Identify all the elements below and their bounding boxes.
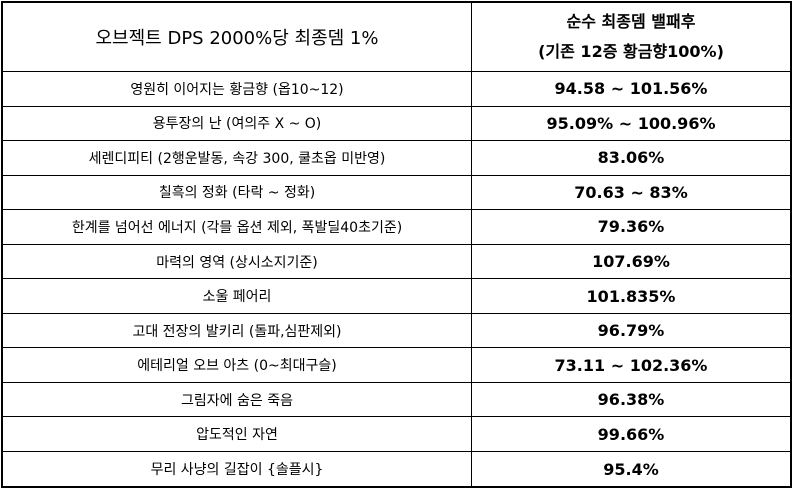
header-line: 순수 최종뎀 밸패후 [566,12,696,31]
table-row: 용투장의 난 (여의주 X ~ O) 95.09% ~ 100.96% [1,105,792,142]
item-value: 101.835% [471,278,792,314]
item-name: 마력의 영역 (상시소지기준) [1,243,472,280]
table-row: 소울 페어리 101.835% [1,278,792,314]
item-value: 70.63 ~ 83% [471,174,792,211]
item-name: 한계를 넘어선 에너지 (각믈 옵션 제외, 폭발딜40초기준) [1,209,472,245]
header-row: 오브젝트 DPS 2000%당 최종뎀 1% 순수 최종뎀 밸패후 (기존 12… [1,1,792,72]
item-name: 칠흑의 정화 (타락 ~ 정화) [1,174,472,211]
table-row: 그림자에 숨은 죽음 96.38% [1,381,792,418]
table-row: 한계를 넘어선 에너지 (각믈 옵션 제외, 폭발딜40초기준) 79.36% [1,209,792,245]
item-name: 에테리얼 오브 아츠 (0~최대구슬) [1,347,472,383]
item-value: 83.06% [471,140,792,176]
item-name: 영원히 이어지는 황금향 (옵10~12) [1,71,472,107]
header-cell: 순수 최종뎀 밸패후 (기존 12증 황금향100%) [471,1,792,72]
table-row: 영원히 이어지는 황금향 (옵10~12) 94.58 ~ 101.56% [1,71,792,107]
table-row: 마력의 영역 (상시소지기준) 107.69% [1,243,792,280]
table-row: 칠흑의 정화 (타락 ~ 정화) 70.63 ~ 83% [1,174,792,211]
header-cell: 오브젝트 DPS 2000%당 최종뎀 1% [1,1,472,72]
item-name: 소울 페어리 [1,278,472,314]
item-value: 95.4% [471,451,792,488]
header-line: (기존 12증 황금향100%) [538,42,724,61]
item-value: 94.58 ~ 101.56% [471,71,792,107]
item-value: 79.36% [471,209,792,245]
item-name: 압도적인 자연 [1,416,472,453]
item-name: 세렌디피티 (2행운발동, 속강 300, 쿨초옵 미반영) [1,140,472,176]
table-row: 세렌디피티 (2행운발동, 속강 300, 쿨초옵 미반영) 83.06% [1,140,792,176]
item-value: 107.69% [471,243,792,280]
item-value: 99.66% [471,416,792,453]
table-row: 무리 사냥의 길잡이 {솔플시} 95.4% [1,451,792,488]
item-name: 고대 전장의 발키리 (돌파,심판제외) [1,312,472,349]
item-value: 96.79% [471,312,792,349]
item-name: 그림자에 숨은 죽음 [1,381,472,418]
item-value: 96.38% [471,381,792,418]
table-row: 고대 전장의 발키리 (돌파,심판제외) 96.79% [1,312,792,349]
table-row: 에테리얼 오브 아츠 (0~최대구슬) 73.11 ~ 102.36% [1,347,792,383]
item-value: 95.09% ~ 100.96% [471,105,792,142]
item-name: 용투장의 난 (여의주 X ~ O) [1,105,472,142]
table-row: 압도적인 자연 99.66% [1,416,792,453]
item-value: 73.11 ~ 102.36% [471,347,792,383]
item-name: 무리 사냥의 길잡이 {솔플시} [1,451,472,488]
